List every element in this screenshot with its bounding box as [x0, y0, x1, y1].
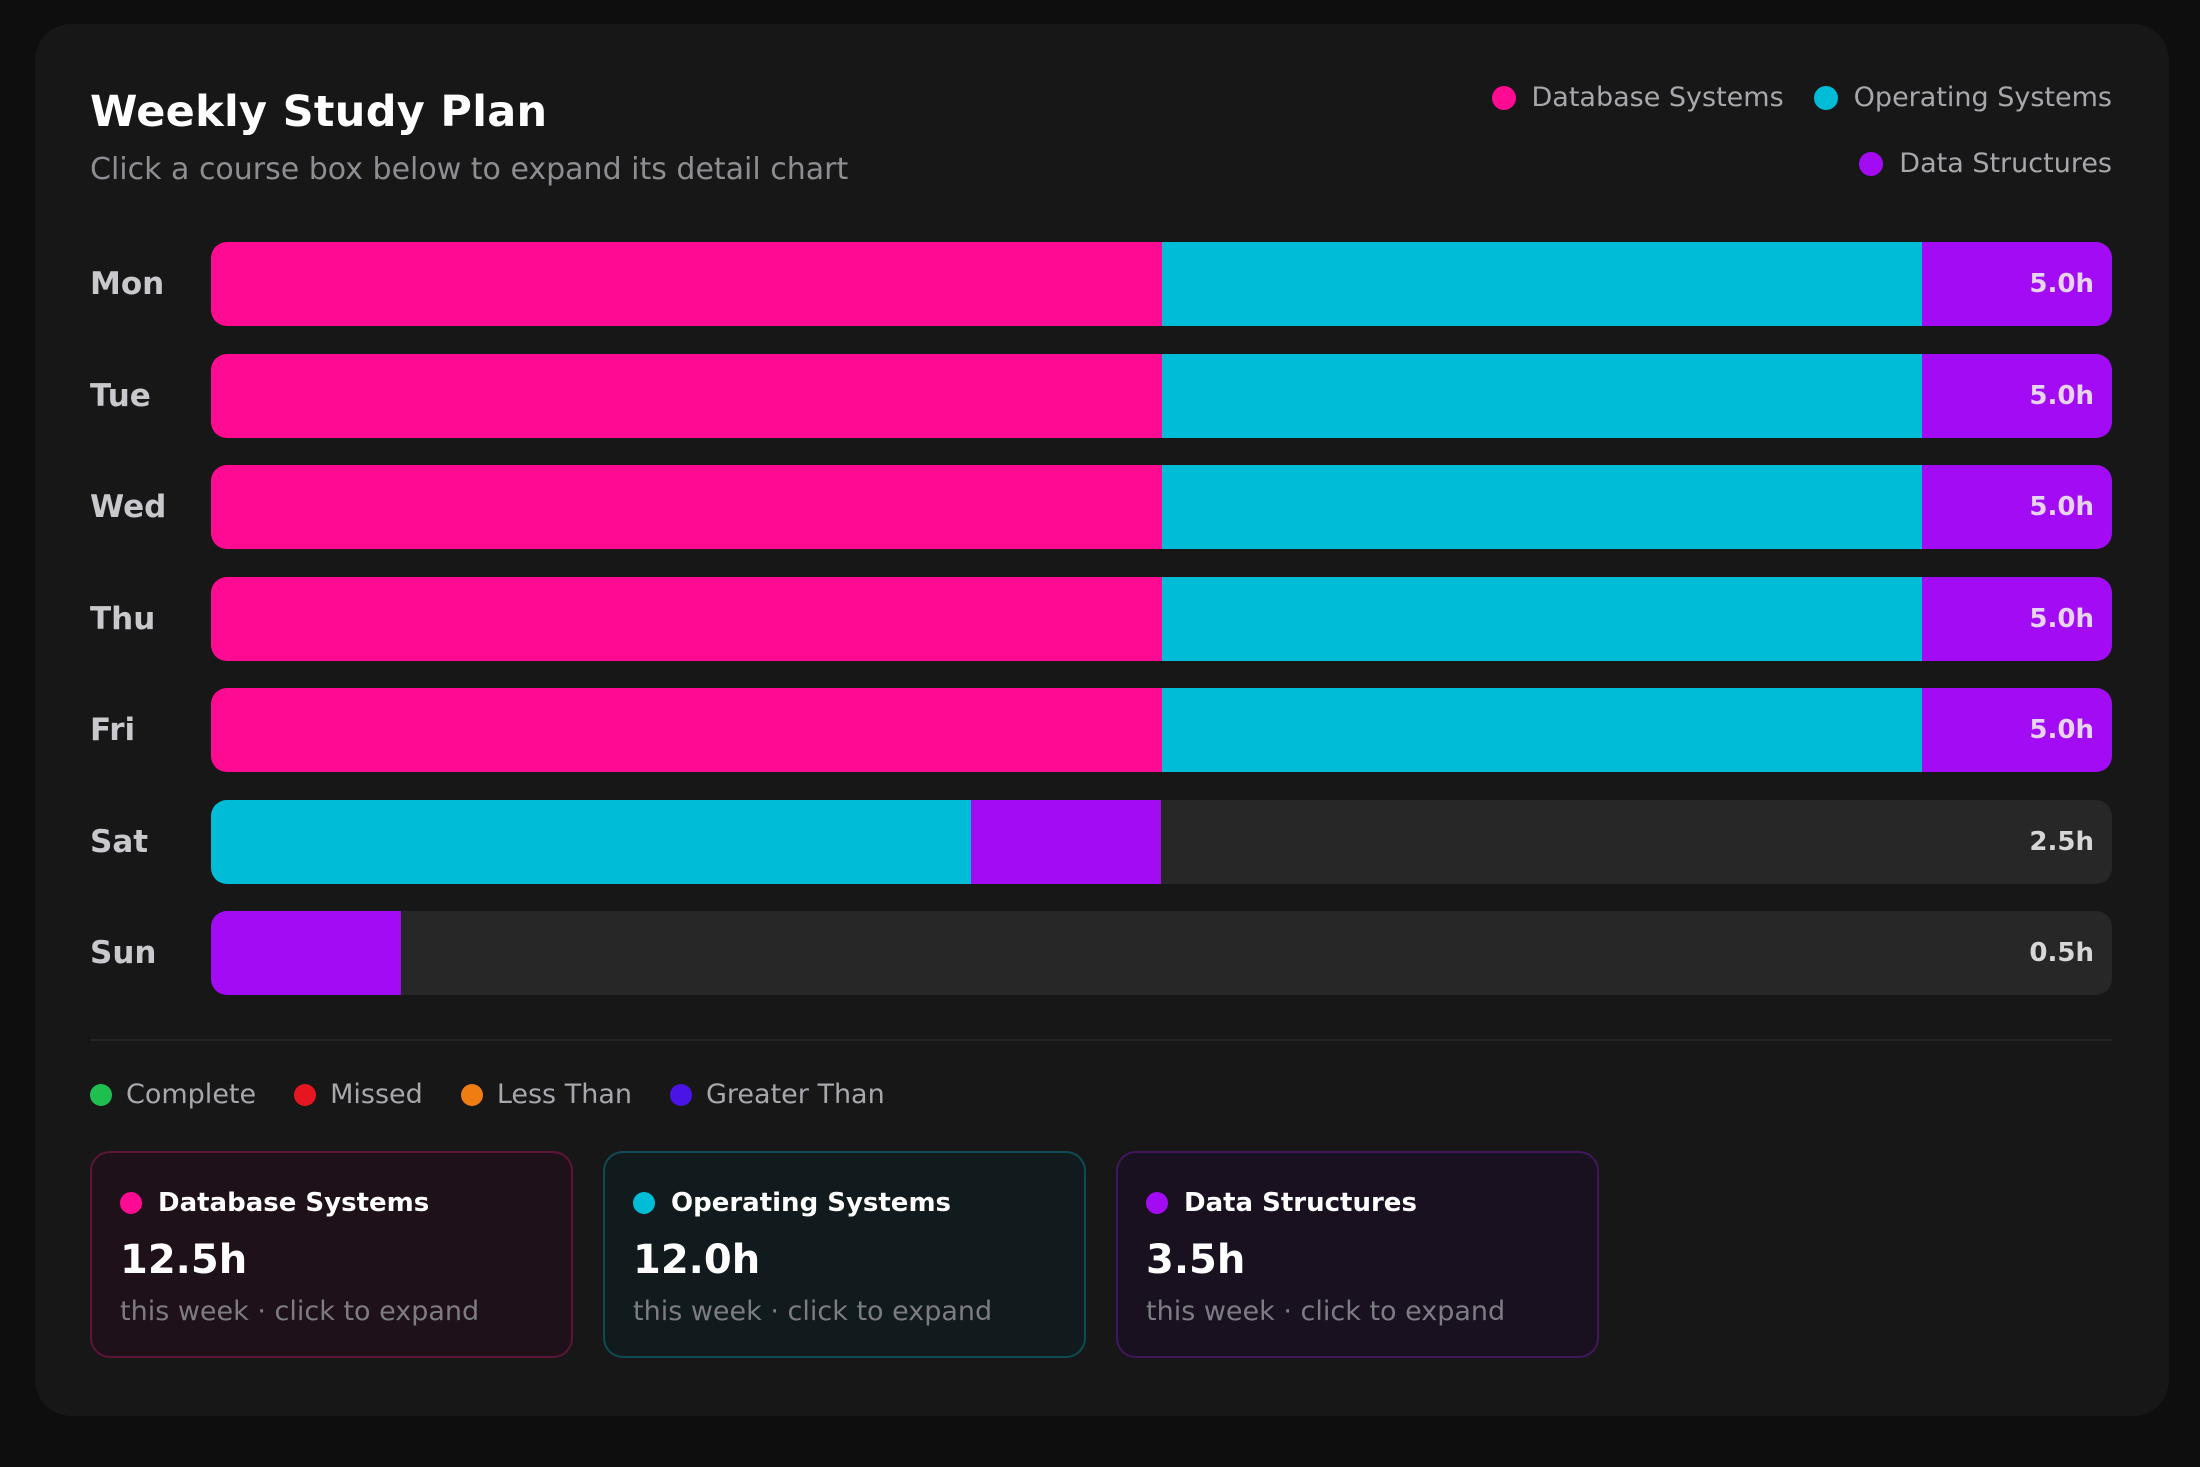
- bar-segment-database-systems: [211, 354, 1162, 438]
- course-box-caption: this week · click to expand: [1146, 1296, 1506, 1327]
- legend-item-database-systems: Database Systems: [1491, 78, 1784, 118]
- bar-total-label: 0.5h: [2029, 938, 2094, 968]
- divider: [90, 1039, 2112, 1041]
- bar-track: 0.5h: [211, 911, 2112, 995]
- status-label: Complete: [126, 1079, 257, 1110]
- complete-dot-icon: [90, 1084, 112, 1106]
- bar-row-tue: Tue 5.0h: [90, 354, 2112, 438]
- legend-label: Database Systems: [1531, 82, 1784, 113]
- bar-segment-data-structures: [1921, 577, 2112, 661]
- course-box-title: Operating Systems: [671, 1188, 952, 1218]
- bar-row-fri: Fri 5.0h: [90, 688, 2112, 772]
- status-greater-than: Greater Than: [669, 1075, 885, 1115]
- course-box-caption: this week · click to expand: [633, 1296, 993, 1327]
- bar-segment-data-structures: [971, 800, 1162, 884]
- page-subtitle: Click a course box below to expand its d…: [90, 152, 849, 187]
- stacked-bar-chart: Mon 5.0h Tue 5.0h Wed 5.0h Thu 5.0h Fri 5.0h Sat 2.…: [90, 242, 2112, 995]
- legend-dot-icon: [1813, 86, 1838, 110]
- greater-than-dot-icon: [669, 1084, 692, 1106]
- bar-total-label: 5.0h: [2029, 715, 2094, 745]
- bar-total-label: 5.0h: [2029, 492, 2094, 522]
- missed-dot-icon: [294, 1084, 317, 1106]
- course-box-header: Operating Systems: [633, 1183, 951, 1223]
- legend-dot-icon: [1859, 152, 1884, 176]
- bar-segment-data-structures: [1921, 465, 2112, 549]
- course-box-header: Database Systems: [120, 1183, 429, 1223]
- day-label: Mon: [90, 266, 165, 302]
- status-less-than: Less Than: [460, 1075, 632, 1115]
- status-complete: Complete: [90, 1075, 256, 1115]
- bar-segment-database-systems: [211, 688, 1162, 772]
- bar-segment-operating-systems: [1161, 577, 1922, 661]
- course-boxes: Database Systems 12.5h this week · click…: [90, 1151, 1599, 1358]
- bar-segment-operating-systems: [211, 800, 972, 884]
- bar-segment-operating-systems: [1161, 465, 1922, 549]
- status-missed: Missed: [294, 1075, 423, 1115]
- bar-total-label: 5.0h: [2029, 269, 2094, 299]
- day-label: Wed: [90, 489, 167, 525]
- bar-track: 2.5h: [211, 800, 2112, 884]
- bar-track: 5.0h: [211, 354, 2112, 438]
- bar-segment-database-systems: [211, 577, 1162, 661]
- bar-row-sun: Sun 0.5h: [90, 911, 2112, 995]
- course-box-hours: 12.0h: [633, 1237, 761, 1283]
- bar-total-label: 5.0h: [2029, 604, 2094, 634]
- bar-segment-operating-systems: [1161, 688, 1922, 772]
- bar-segment-database-systems: [211, 465, 1162, 549]
- course-legend: Database Systems Operating Systems Data …: [1352, 78, 2112, 184]
- course-dot-icon: [633, 1192, 655, 1214]
- legend-item-operating-systems: Operating Systems: [1813, 78, 2112, 118]
- bar-total-label: 5.0h: [2029, 381, 2094, 411]
- status-label: Less Than: [496, 1079, 632, 1110]
- day-label: Sat: [90, 824, 149, 860]
- course-box-database-systems[interactable]: Database Systems 12.5h this week · click…: [90, 1151, 573, 1358]
- course-box-title: Database Systems: [158, 1188, 430, 1218]
- bar-track: 5.0h: [211, 242, 2112, 326]
- bar-row-wed: Wed 5.0h: [90, 465, 2112, 549]
- course-box-hours: 3.5h: [1146, 1237, 1246, 1283]
- day-label: Tue: [90, 378, 151, 414]
- course-box-title: Data Structures: [1184, 1188, 1417, 1218]
- less-than-dot-icon: [460, 1084, 483, 1106]
- bar-segment-data-structures: [1921, 354, 2112, 438]
- course-box-data-structures[interactable]: Data Structures 3.5h this week · click t…: [1116, 1151, 1599, 1358]
- legend-item-data-structures: Data Structures: [1859, 144, 2112, 184]
- status-legend: Complete Missed Less Than Greater Than: [90, 1075, 885, 1115]
- bar-segment-data-structures: [1921, 688, 2112, 772]
- course-box-header: Data Structures: [1146, 1183, 1417, 1223]
- day-label: Thu: [90, 601, 156, 637]
- status-label: Greater Than: [705, 1079, 885, 1110]
- bar-segment-database-systems: [211, 242, 1162, 326]
- course-dot-icon: [1146, 1192, 1168, 1214]
- bar-track: 5.0h: [211, 688, 2112, 772]
- bar-row-sat: Sat 2.5h: [90, 800, 2112, 884]
- bar-row-thu: Thu 5.0h: [90, 577, 2112, 661]
- day-label: Fri: [90, 712, 136, 748]
- bar-segment-data-structures: [211, 911, 402, 995]
- course-box-caption: this week · click to expand: [120, 1296, 480, 1327]
- bar-row-mon: Mon 5.0h: [90, 242, 2112, 326]
- status-label: Missed: [330, 1079, 423, 1110]
- legend-label: Data Structures: [1899, 148, 2112, 179]
- bar-total-label: 2.5h: [2029, 827, 2094, 857]
- bar-track: 5.0h: [211, 577, 2112, 661]
- bar-segment-data-structures: [1921, 242, 2112, 326]
- course-box-operating-systems[interactable]: Operating Systems 12.0h this week · clic…: [603, 1151, 1086, 1358]
- bar-segment-operating-systems: [1161, 242, 1922, 326]
- bar-segment-operating-systems: [1161, 354, 1922, 438]
- course-dot-icon: [120, 1192, 142, 1214]
- bar-track: 5.0h: [211, 465, 2112, 549]
- course-box-hours: 12.5h: [120, 1237, 248, 1283]
- page-title: Weekly Study Plan: [90, 87, 548, 137]
- legend-dot-icon: [1491, 86, 1516, 110]
- day-label: Sun: [90, 935, 157, 971]
- legend-label: Operating Systems: [1853, 82, 2112, 113]
